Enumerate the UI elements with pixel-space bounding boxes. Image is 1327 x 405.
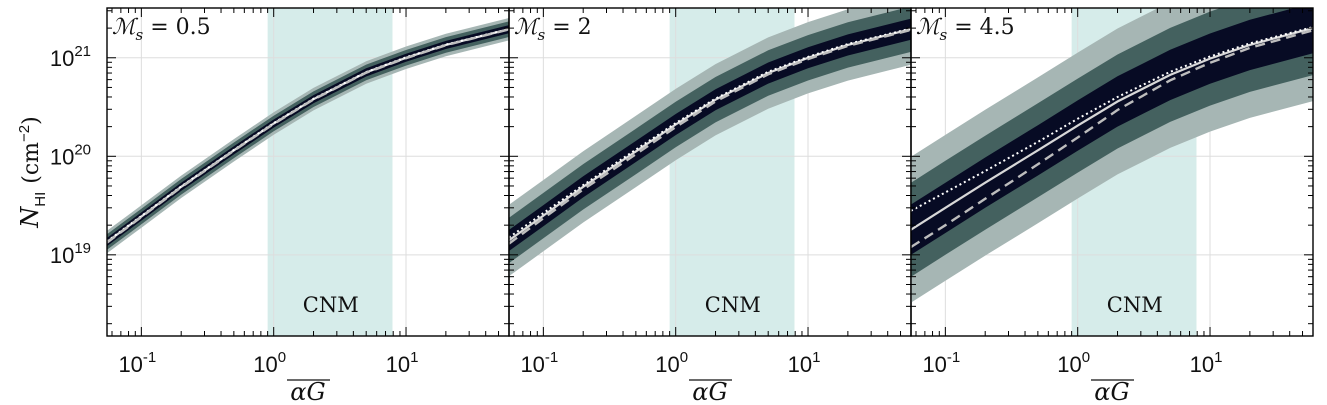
panel-title-symbol: ℳ [112, 15, 139, 40]
panel-title-symbol: ℳ [514, 15, 541, 40]
x-tick-label-base: 10 [788, 352, 812, 377]
panel-plot-area [911, 8, 1313, 336]
panel-title-value: = 4.5 [947, 15, 1014, 40]
cnm-band [267, 8, 393, 336]
x-axis-label: αG [290, 378, 325, 405]
x-tick-label-base: 10 [253, 352, 277, 377]
y-tick-label: 1021 [50, 43, 91, 71]
y-axis-label-exp: −2 [16, 125, 33, 142]
mean-line [911, 26, 1313, 212]
panel-title-symbol: ℳ [916, 15, 943, 40]
svg-text:NHI(cm−2): NHI (cm−2) [16, 116, 49, 228]
x-tick-label-exp: 1 [812, 349, 820, 366]
x-tick-label-exp: -1 [143, 349, 156, 366]
dashed-line [509, 28, 911, 245]
dashed-line [107, 28, 509, 244]
cnm-label: CNM [1107, 293, 1163, 317]
sigma-band-2 [107, 21, 509, 250]
y-axis-label-unit: (cm [19, 142, 44, 184]
panel-title: ℳs = 2 [514, 15, 592, 44]
x-tick-label: 100 [1057, 349, 1090, 377]
cnm-label: CNM [303, 293, 359, 317]
panel-title: ℳs = 4.5 [916, 15, 1015, 44]
x-tick-label-exp: 1 [1214, 349, 1222, 366]
sigma-band-1 [911, 8, 1313, 255]
panel-title-value: = 2 [545, 15, 591, 40]
x-tick-label-exp: 0 [278, 349, 286, 366]
mean-line [509, 27, 911, 239]
y-axis-label-sub: HI [32, 192, 49, 207]
x-axis-label: αG [1094, 378, 1129, 405]
x-tick-label-base: 10 [386, 352, 410, 377]
panel-title-value: = 0.5 [143, 15, 210, 40]
panel-plot-area [509, 8, 911, 336]
panel-title-sub: s [136, 26, 144, 44]
y-axis-label-symbol: N [16, 206, 44, 229]
x-tick-label-base: 10 [655, 352, 679, 377]
panel-plot-area [107, 8, 509, 336]
median-line [911, 27, 1313, 231]
x-tick-label-base: 10 [520, 352, 544, 377]
x-tick-label-base: 10 [1057, 352, 1081, 377]
panel-title: ℳs = 0.5 [112, 15, 211, 44]
x-tick-label: 10-1 [922, 349, 960, 377]
y-tick-label: 1019 [50, 240, 91, 268]
y-axis-label-close: ) [19, 116, 44, 125]
y-tick-label-exp: 21 [74, 43, 91, 60]
sigma-band-1 [509, 18, 911, 251]
x-tick-label: 10-1 [520, 349, 558, 377]
x-tick-label: 101 [386, 349, 419, 377]
x-tick-label: 101 [1190, 349, 1223, 377]
cnm-label: CNM [705, 293, 761, 317]
y-tick-label-exp: 19 [74, 240, 91, 257]
x-tick-label-base: 10 [922, 352, 946, 377]
x-tick-label: 101 [788, 349, 821, 377]
x-tick-label-exp: -1 [947, 349, 960, 366]
x-tick-label-base: 10 [1190, 352, 1214, 377]
x-tick-label: 100 [253, 349, 286, 377]
y-tick-label-exp: 20 [74, 141, 91, 158]
y-tick-label-base: 10 [50, 46, 74, 71]
x-axis-label: αG [692, 378, 727, 405]
y-tick-label: 1020 [50, 141, 91, 169]
x-tick-label-exp: 0 [680, 349, 688, 366]
panel-title-sub: s [538, 26, 546, 44]
dashed-line [911, 29, 1313, 249]
x-tick-label-base: 10 [118, 352, 142, 377]
y-axis-label: NHI (cm−2) [16, 116, 49, 228]
x-tick-label-exp: 1 [410, 349, 418, 366]
x-tick-label-exp: -1 [545, 349, 558, 366]
y-tick-label-base: 10 [50, 144, 74, 169]
x-tick-label: 10-1 [118, 349, 156, 377]
y-tick-label-base: 10 [50, 243, 74, 268]
x-tick-label: 100 [655, 349, 688, 377]
panel-title-sub: s [940, 26, 948, 44]
x-tick-label-exp: 0 [1082, 349, 1090, 366]
sigma-band-2 [509, 8, 911, 264]
